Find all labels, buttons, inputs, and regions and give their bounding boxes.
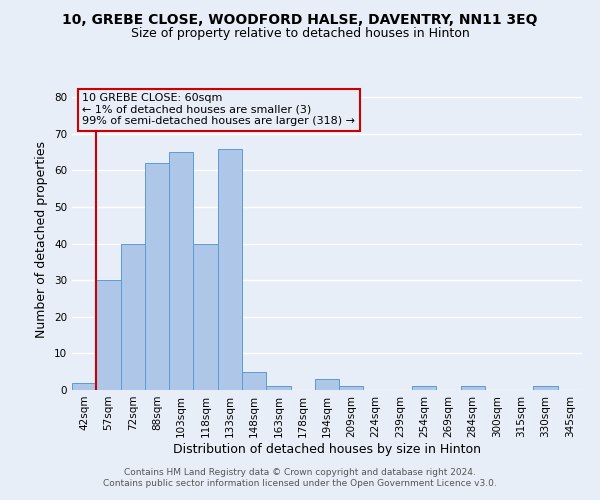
Bar xyxy=(461,386,485,390)
Text: Size of property relative to detached houses in Hinton: Size of property relative to detached ho… xyxy=(131,28,469,40)
Bar xyxy=(339,386,364,390)
Bar xyxy=(218,148,242,390)
Bar xyxy=(96,280,121,390)
Text: 10 GREBE CLOSE: 60sqm
← 1% of detached houses are smaller (3)
99% of semi-detach: 10 GREBE CLOSE: 60sqm ← 1% of detached h… xyxy=(82,93,355,126)
Bar xyxy=(145,163,169,390)
Text: Contains HM Land Registry data © Crown copyright and database right 2024.
Contai: Contains HM Land Registry data © Crown c… xyxy=(103,468,497,487)
Bar xyxy=(266,386,290,390)
Bar xyxy=(72,382,96,390)
Bar xyxy=(193,244,218,390)
Bar xyxy=(315,379,339,390)
Bar xyxy=(121,244,145,390)
Y-axis label: Number of detached properties: Number of detached properties xyxy=(35,142,49,338)
Bar xyxy=(412,386,436,390)
X-axis label: Distribution of detached houses by size in Hinton: Distribution of detached houses by size … xyxy=(173,442,481,456)
Bar xyxy=(533,386,558,390)
Bar xyxy=(242,372,266,390)
Bar xyxy=(169,152,193,390)
Text: 10, GREBE CLOSE, WOODFORD HALSE, DAVENTRY, NN11 3EQ: 10, GREBE CLOSE, WOODFORD HALSE, DAVENTR… xyxy=(62,12,538,26)
